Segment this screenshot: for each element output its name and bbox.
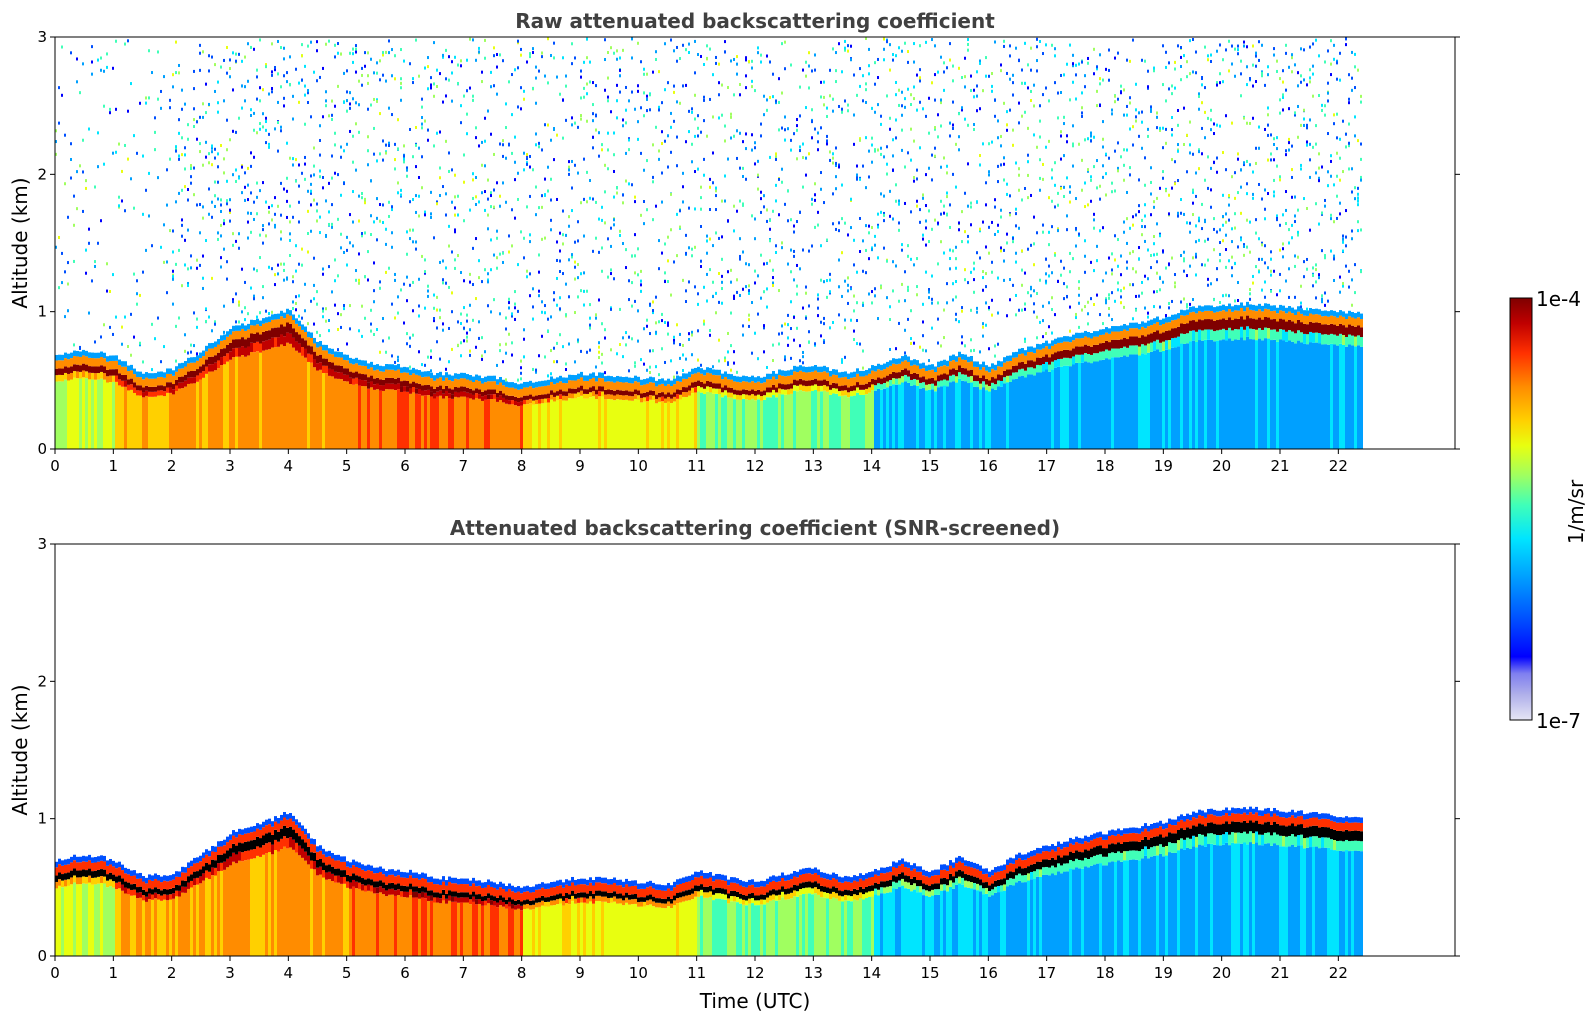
panel-raw-y-label: Altitude (km)	[8, 177, 32, 308]
x-tick-label: 6	[400, 964, 410, 982]
colorbar: 1e-4 1e-7 1/m/sr	[1509, 287, 1588, 733]
x-tick-label: 8	[517, 964, 527, 982]
x-tick-label: 12	[745, 964, 764, 982]
x-tick-label: 7	[459, 457, 469, 475]
x-tick-label: 16	[979, 457, 998, 475]
panel-raw-heatmap	[55, 37, 1363, 449]
x-tick-label: 10	[629, 457, 648, 475]
y-tick-label: 0	[37, 947, 47, 965]
x-tick-label: 14	[862, 457, 881, 475]
x-tick-label: 1	[109, 457, 119, 475]
panel-screened-heatmap	[55, 806, 1363, 956]
x-tick-label: 3	[225, 457, 235, 475]
x-tick-label: 18	[1095, 964, 1114, 982]
x-tick-label: 13	[804, 964, 823, 982]
x-tick-label: 2	[167, 964, 177, 982]
x-tick-label: 17	[1037, 964, 1056, 982]
y-tick-label: 3	[37, 28, 47, 46]
colorbar-max-label: 1e-4	[1536, 287, 1581, 311]
y-tick-label: 1	[37, 810, 47, 828]
panel-raw: Raw attenuated backscattering coefficien…	[8, 9, 1460, 475]
y-tick-label: 2	[37, 672, 47, 690]
x-tick-label: 20	[1212, 457, 1231, 475]
panel-screened: Attenuated backscattering coefficient (S…	[8, 516, 1460, 1013]
panel-screened-y-label: Altitude (km)	[8, 684, 32, 815]
x-tick-label: 7	[459, 964, 469, 982]
panel-raw-y-axis: 0 1 2 3	[37, 28, 1460, 458]
x-tick-label: 9	[575, 964, 585, 982]
x-tick-label: 11	[687, 457, 706, 475]
x-tick-label: 9	[575, 457, 585, 475]
x-tick-label: 22	[1329, 964, 1348, 982]
x-tick-label: 19	[1154, 964, 1173, 982]
x-tick-label: 20	[1212, 964, 1231, 982]
x-tick-label: 0	[50, 964, 60, 982]
x-tick-label: 6	[400, 457, 410, 475]
x-tick-label: 19	[1154, 457, 1173, 475]
x-tick-label: 15	[920, 457, 939, 475]
panel-screened-y-axis: 0 1 2 3	[37, 535, 1460, 965]
x-tick-label: 11	[687, 964, 706, 982]
x-tick-label: 4	[284, 964, 294, 982]
x-tick-label: 18	[1095, 457, 1114, 475]
x-tick-label: 1	[109, 964, 119, 982]
panel-screened-x-axis: 0 1 2 3 4 5 6 7 8 9 10 11 12 13 14 15 16 17 18 19 20 21 22	[50, 956, 1348, 982]
x-tick-label: 4	[284, 457, 294, 475]
panel-screened-x-label: Time (UTC)	[699, 989, 811, 1013]
x-tick-label: 10	[629, 964, 648, 982]
x-tick-label: 8	[517, 457, 527, 475]
y-tick-label: 0	[37, 440, 47, 458]
x-tick-label: 5	[342, 457, 352, 475]
x-tick-label: 22	[1329, 457, 1348, 475]
x-tick-label: 16	[979, 964, 998, 982]
x-tick-label: 13	[804, 457, 823, 475]
panel-raw-title: Raw attenuated backscattering coefficien…	[515, 9, 995, 33]
x-tick-label: 5	[342, 964, 352, 982]
x-tick-label: 3	[225, 964, 235, 982]
y-tick-label: 3	[37, 535, 47, 553]
x-tick-label: 17	[1037, 457, 1056, 475]
panel-screened-title: Attenuated backscattering coefficient (S…	[450, 516, 1060, 540]
x-tick-label: 14	[862, 964, 881, 982]
colorbar-unit-label: 1/m/sr	[1564, 479, 1588, 544]
y-tick-label: 2	[37, 165, 47, 183]
colorbar-min-label: 1e-7	[1536, 709, 1581, 733]
x-tick-label: 12	[745, 457, 764, 475]
x-tick-label: 21	[1270, 457, 1289, 475]
x-tick-label: 21	[1270, 964, 1289, 982]
x-tick-label: 15	[920, 964, 939, 982]
x-tick-label: 2	[167, 457, 177, 475]
colorbar-gradient	[1509, 297, 1533, 721]
panel-raw-x-axis: 0 1 2 3 4 5 6 7 8 9 10 11 12 13 14 15 16 17 18 19 20 21 22	[50, 449, 1348, 475]
y-tick-label: 1	[37, 303, 47, 321]
x-tick-label: 0	[50, 457, 60, 475]
